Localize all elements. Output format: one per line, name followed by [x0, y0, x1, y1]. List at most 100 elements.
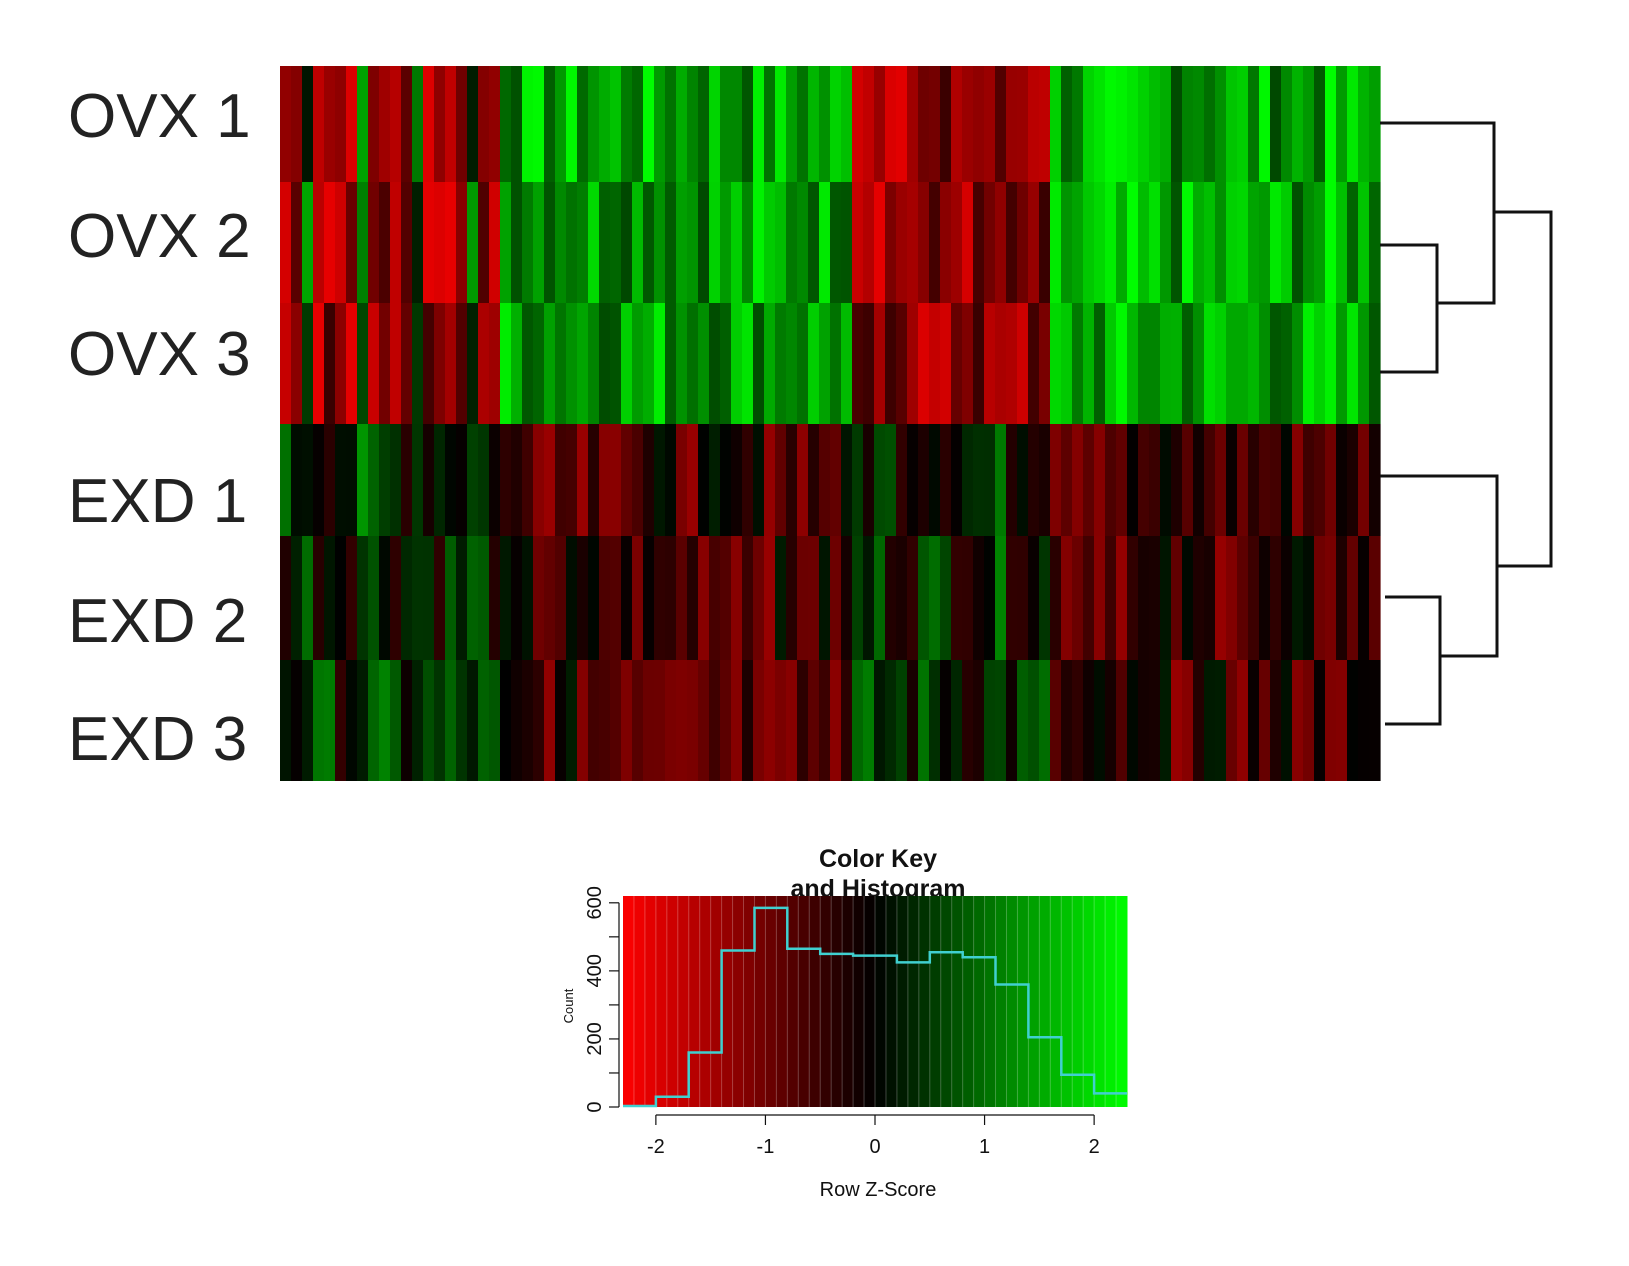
heatmap-cell [720, 536, 732, 660]
heatmap-cell [687, 66, 699, 182]
heatmap-cell [1259, 303, 1271, 424]
heatmap-cell [1039, 660, 1051, 781]
heatmap-cell [478, 182, 490, 303]
heatmap-cell [1314, 182, 1326, 303]
y-tick-label: 200 [584, 1022, 606, 1055]
heatmap-cell [929, 660, 941, 781]
color-key-strip [918, 896, 931, 1107]
heatmap-cell [1204, 303, 1216, 424]
heatmap-cell [731, 424, 743, 536]
heatmap-cell [885, 182, 897, 303]
heatmap-cell [291, 660, 303, 781]
heatmap-cell [676, 182, 688, 303]
heatmap-cell [995, 424, 1007, 536]
heatmap-cell [346, 660, 358, 781]
color-key-strip [623, 896, 635, 1107]
heatmap-cell [511, 66, 523, 182]
heatmap-cell [1292, 424, 1304, 536]
heatmap-cell [1259, 424, 1271, 536]
heatmap-cell [1006, 660, 1018, 781]
heatmap-cell [390, 536, 402, 660]
color-key-strip [1105, 896, 1117, 1107]
heatmap-cell [687, 182, 699, 303]
heatmap-cell [489, 303, 501, 424]
color-key-strip [995, 896, 1007, 1107]
heatmap-cell [1182, 660, 1194, 781]
color-key-strip [875, 896, 887, 1107]
heatmap-cell [1270, 182, 1282, 303]
heatmap-cell [1127, 66, 1139, 182]
heatmap-cell [1281, 536, 1293, 660]
x-tick-label: 0 [869, 1136, 880, 1158]
heatmap-cell [742, 303, 754, 424]
heatmap-cell [1127, 660, 1139, 781]
color-key-strip [831, 896, 843, 1107]
heatmap-cell [874, 424, 886, 536]
heatmap-cell [1127, 536, 1139, 660]
heatmap-cell [1303, 660, 1315, 781]
heatmap-cell [335, 182, 347, 303]
heatmap-cell [709, 424, 721, 536]
heatmap-cell [1204, 660, 1216, 781]
heatmap-cell [676, 66, 688, 182]
heatmap-cell [632, 536, 644, 660]
heatmap-cell [324, 66, 336, 182]
heatmap-cell [1105, 424, 1117, 536]
heatmap-cell [467, 424, 479, 536]
heatmap-cell [775, 303, 787, 424]
heatmap-cell [1358, 424, 1370, 536]
heatmap-cell [863, 66, 875, 182]
heatmap-cell [797, 303, 809, 424]
heatmap-cell [852, 303, 864, 424]
heatmap-cell [643, 182, 655, 303]
color-key-strip [1039, 896, 1051, 1107]
heatmap-cell [280, 303, 292, 424]
row-label: EXD 1 [68, 467, 247, 536]
heatmap-cell [324, 424, 336, 536]
heatmap-cell [929, 536, 941, 660]
heatmap-cell [357, 536, 369, 660]
heatmap-cell [1138, 66, 1150, 182]
y-tick-label: 600 [584, 886, 606, 919]
heatmap-cell [621, 303, 633, 424]
heatmap-cell [1006, 536, 1018, 660]
heatmap-cell [1226, 424, 1238, 536]
heatmap-cell [566, 182, 578, 303]
heatmap-cell [500, 536, 512, 660]
heatmap-cell [907, 303, 919, 424]
heatmap-cell [1006, 66, 1018, 182]
heatmap-cell [379, 660, 391, 781]
heatmap-cell [885, 660, 897, 781]
heatmap-cell [500, 424, 512, 536]
heatmap-cell [940, 536, 952, 660]
heatmap-cell [1138, 303, 1150, 424]
heatmap-cell [599, 66, 611, 182]
color-key-strip [1028, 896, 1040, 1107]
color-key-strip [962, 896, 975, 1107]
heatmap-cell [1006, 424, 1018, 536]
heatmap-cell [599, 424, 611, 536]
color-key-strip [1072, 896, 1084, 1107]
color-key-axes: 0 200 400 600 -2 -1 0 1 2 [584, 886, 1100, 1158]
heatmap-cell [1314, 424, 1326, 536]
heatmap-cell [1303, 182, 1315, 303]
heatmap-cell [544, 536, 556, 660]
heatmap-cell [522, 536, 534, 660]
heatmap-cell [302, 660, 314, 781]
heatmap-cell [731, 536, 743, 660]
heatmap-cell [1127, 303, 1139, 424]
heatmap-cell [434, 66, 446, 182]
heatmap-cell [533, 66, 545, 182]
row-label: OVX 1 [68, 82, 251, 151]
heatmap-cell [1314, 660, 1326, 781]
heatmap-cell [643, 66, 655, 182]
color-key-title: Color Key [819, 845, 937, 873]
heatmap-cell [489, 182, 501, 303]
heatmap-cell [654, 303, 666, 424]
heatmap-cell [1336, 424, 1348, 536]
heatmap-cell [1105, 536, 1117, 660]
heatmap-cell [1160, 424, 1172, 536]
heatmap-cell [984, 66, 996, 182]
heatmap-cell [346, 66, 358, 182]
heatmap-cell [830, 182, 842, 303]
